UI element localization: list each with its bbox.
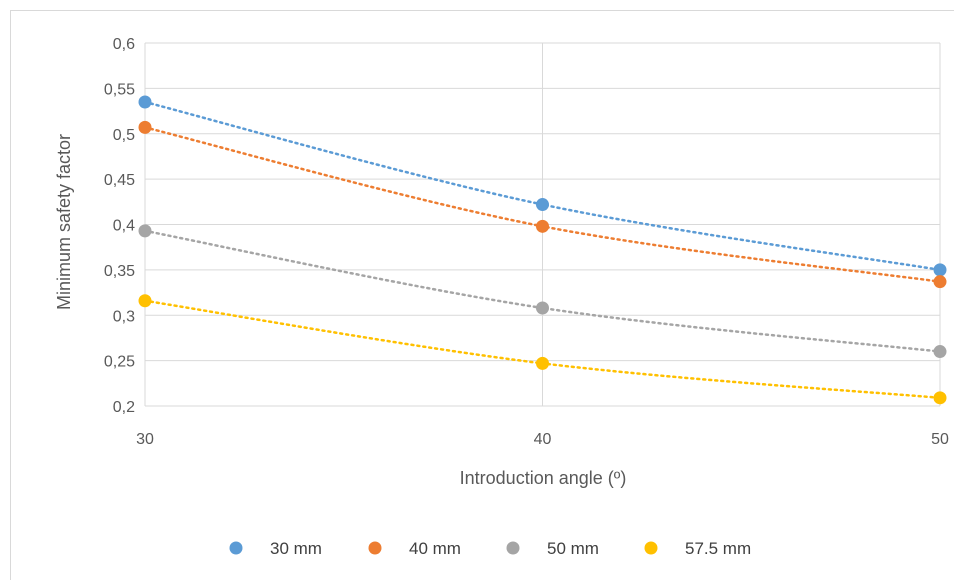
data-point-series-3 (536, 301, 549, 315)
y-tick-label: 0,4 (113, 218, 135, 235)
data-point-series-3 (933, 345, 947, 359)
y-axis-title: Minimum safety factor (54, 134, 74, 310)
data-point-series-1 (138, 95, 152, 109)
chart-frame (10, 10, 954, 580)
x-axis-ticks: 30 40 50 (136, 431, 949, 448)
data-point-series-2 (933, 275, 947, 289)
y-tick-label: 0,55 (104, 81, 135, 98)
data-point-series-2 (536, 219, 549, 233)
x-tick-label: 30 (136, 431, 154, 448)
y-tick-label: 0,5 (113, 127, 135, 144)
data-point-series-3 (138, 224, 152, 238)
legend-label: 30 mm (270, 539, 322, 558)
data-point-series-4 (933, 391, 947, 405)
y-tick-label: 0,25 (104, 354, 135, 371)
legend-marker (506, 541, 520, 555)
data-points (138, 95, 947, 405)
data-point-series-1 (933, 263, 947, 277)
data-point-series-4 (138, 294, 152, 308)
y-tick-label: 0,35 (104, 263, 135, 280)
y-tick-label: 0,6 (113, 36, 135, 53)
legend-label: 40 mm (409, 539, 461, 558)
x-tick-label: 40 (534, 431, 552, 448)
y-axis-ticks: 0,2 0,25 0,3 0,35 0,4 0,45 0,5 0,55 0,6 (104, 36, 135, 416)
legend-marker (368, 541, 382, 555)
x-tick-label: 50 (931, 431, 949, 448)
legend-marker (229, 541, 243, 555)
y-tick-label: 0,45 (104, 172, 135, 189)
y-tick-label: 0,3 (113, 308, 135, 325)
y-tick-label: 0,2 (113, 399, 135, 416)
data-point-series-4 (536, 356, 549, 370)
data-point-series-2 (138, 120, 152, 134)
data-point-series-1 (536, 198, 549, 212)
x-axis-title: Introduction angle (º) (460, 468, 627, 488)
legend-label: 50 mm (547, 539, 599, 558)
legend: 30 mm 40 mm 50 mm 57.5 mm (229, 539, 751, 558)
legend-label: 57.5 mm (685, 539, 751, 558)
legend-marker (644, 541, 658, 555)
